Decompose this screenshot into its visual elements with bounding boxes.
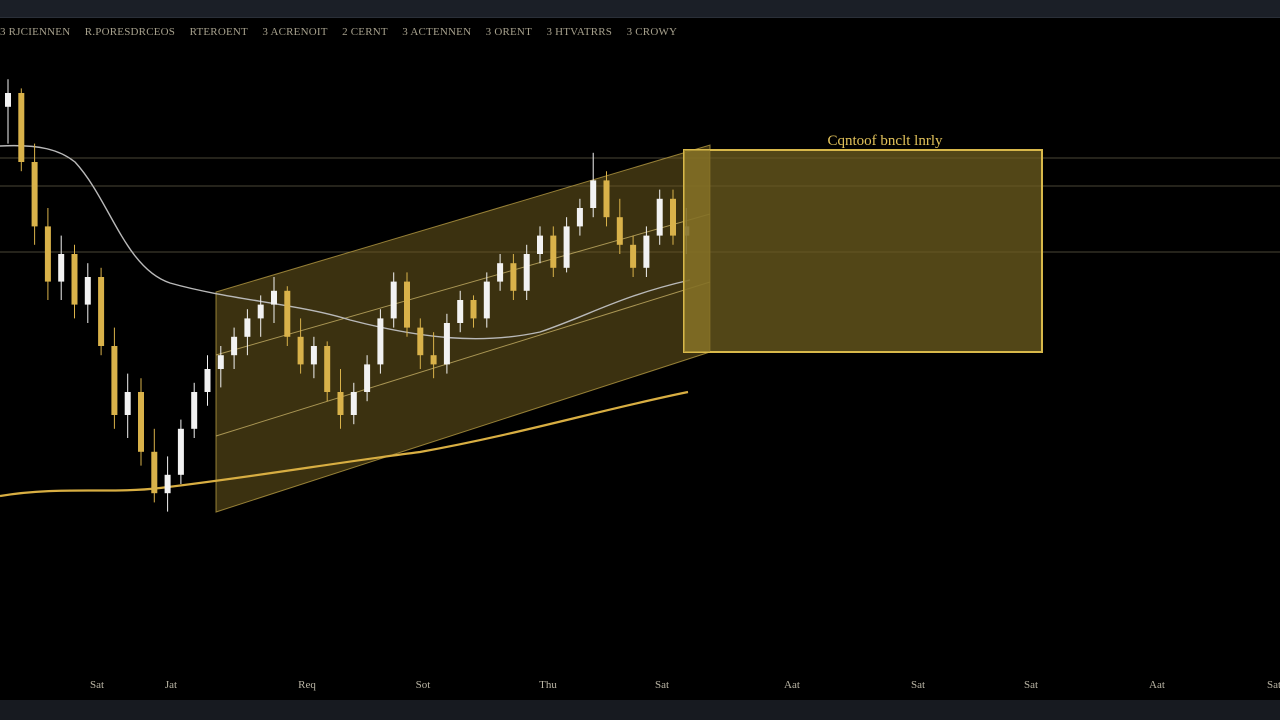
candle-body [430, 355, 437, 365]
target-zone[interactable] [683, 149, 1043, 353]
fast-moving-average-line [0, 144, 691, 340]
candle-body [191, 392, 198, 429]
x-tick-label: Jat [165, 679, 177, 691]
x-tick-label: Aat [1149, 679, 1165, 691]
candle-body [257, 304, 264, 319]
x-tick-label: Thu [539, 679, 557, 691]
candle-body [244, 318, 251, 337]
x-tick-label: Sat [90, 679, 104, 691]
candle-body [84, 277, 91, 305]
candle-body [271, 290, 277, 305]
indicator-label[interactable]: RTEROENT [189, 26, 248, 38]
candle-body [151, 451, 158, 494]
x-tick-label: Req [298, 679, 316, 691]
candle-body [443, 323, 450, 365]
channel-midline [215, 213, 711, 356]
candle-body [44, 226, 51, 282]
candle-body [670, 198, 676, 236]
candle-body [643, 235, 650, 268]
x-tick-label: Aat [784, 679, 800, 691]
x-tick-label: Sot [416, 679, 431, 691]
candle-body [310, 346, 317, 365]
moving-averages [0, 144, 691, 498]
candle-body [350, 392, 357, 415]
candle-body [138, 392, 144, 452]
indicator-label[interactable]: 3 ACTENNEN [402, 26, 472, 38]
candle-body [297, 336, 304, 365]
candle-body [177, 428, 184, 475]
candle-body [470, 300, 477, 319]
candle-body [457, 300, 464, 323]
candles [5, 79, 690, 512]
indicator-label[interactable]: 3 ORENT [485, 26, 532, 38]
x-tick-label: Sat [1267, 679, 1280, 691]
candle-body [58, 254, 65, 282]
candle-body [510, 263, 517, 291]
indicator-legend: 3 RJCIENNEN R.PORESDRCEOS RTEROENT 3 ACR… [0, 22, 687, 38]
candle-body [390, 281, 397, 319]
candle-body [217, 355, 224, 369]
candle-body [563, 226, 570, 268]
candle-body [537, 235, 543, 254]
zone-box [683, 149, 1043, 353]
candle-body [71, 254, 78, 305]
indicator-label[interactable]: 3 ACRENOIT [262, 26, 328, 38]
x-tick-label: Sat [1024, 679, 1038, 691]
candle-body [630, 244, 637, 268]
candle-body [324, 346, 331, 392]
top-toolbar [0, 0, 1280, 18]
candle-body [404, 281, 410, 328]
candle-body [164, 474, 171, 494]
candle-body [483, 281, 490, 319]
indicator-label[interactable]: 2 CERNT [342, 26, 388, 38]
x-tick-label: Sat [911, 679, 925, 691]
candle-body [231, 336, 238, 356]
zone-label: Cqntoof bnclt lnrly [828, 133, 943, 149]
candle-body [603, 180, 610, 218]
price-chart[interactable]: Cqntoof bnclt lnrly Sat Jat Req Sot Thu Sat Aa… [0, 0, 1280, 700]
candle-body [18, 93, 25, 162]
candle-body [656, 198, 663, 236]
candle-body [364, 364, 371, 392]
x-axis-ticks: Sat Jat Req Sot Thu Sat Aat Sat Sat Aat Sat [90, 679, 1280, 691]
slow-moving-average-line [0, 390, 689, 498]
candle-body [31, 162, 38, 227]
candle-body [550, 235, 557, 268]
x-tick-label: Sat [655, 679, 669, 691]
candle-body [417, 327, 424, 356]
candle-body [523, 254, 530, 291]
candle-body [497, 263, 504, 282]
indicator-label[interactable]: R.PORESDRCEOS [84, 26, 176, 38]
candle-body [204, 369, 211, 392]
indicator-label[interactable]: 3 CROWY [626, 26, 678, 38]
candle-body [377, 318, 384, 365]
candle-body [590, 180, 597, 208]
candle-body [616, 217, 623, 245]
candle-body [576, 208, 583, 227]
candle-body [284, 290, 291, 337]
indicator-label[interactable]: 3 HTVATRRS [546, 26, 613, 38]
candle-body [124, 392, 131, 415]
candle-body [111, 346, 118, 415]
bottom-bar [0, 700, 1280, 720]
zone-edge [684, 150, 710, 352]
candle-body [5, 93, 11, 107]
channel-midline [215, 281, 711, 437]
indicator-label[interactable]: 3 RJCIENNEN [0, 26, 71, 38]
candle-body [98, 277, 105, 346]
candle-body [337, 392, 344, 415]
